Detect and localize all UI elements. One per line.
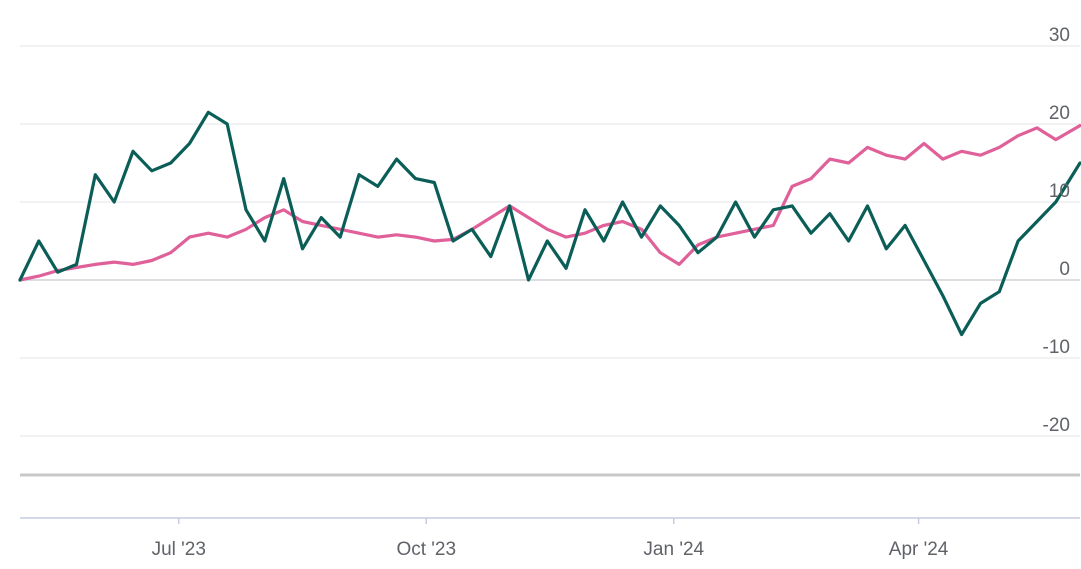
- y-tick-label: 0: [1059, 259, 1070, 280]
- y-tick-label: 10: [1049, 181, 1070, 202]
- x-tick-label: Oct '23: [396, 539, 456, 560]
- x-tick-label: Jan '24: [643, 539, 704, 560]
- y-axis-labels: 30 20 10 0 -10 -20: [1043, 25, 1070, 436]
- y-tick-label: 30: [1049, 25, 1070, 46]
- series-line-2: [18, 110, 1081, 337]
- x-axis: Jul '23 Oct '23 Jan '24 Apr '24: [20, 517, 1080, 560]
- y-tick-label: -10: [1043, 337, 1070, 358]
- gridlines: [20, 45, 1080, 477]
- x-tick-label: Jul '23: [152, 539, 206, 560]
- y-tick-label: 20: [1049, 103, 1070, 124]
- series-lines: [18, 110, 1081, 337]
- series-line-1: [18, 124, 1081, 282]
- x-tick-label: Apr '24: [889, 539, 949, 560]
- y-tick-label: -20: [1043, 415, 1070, 436]
